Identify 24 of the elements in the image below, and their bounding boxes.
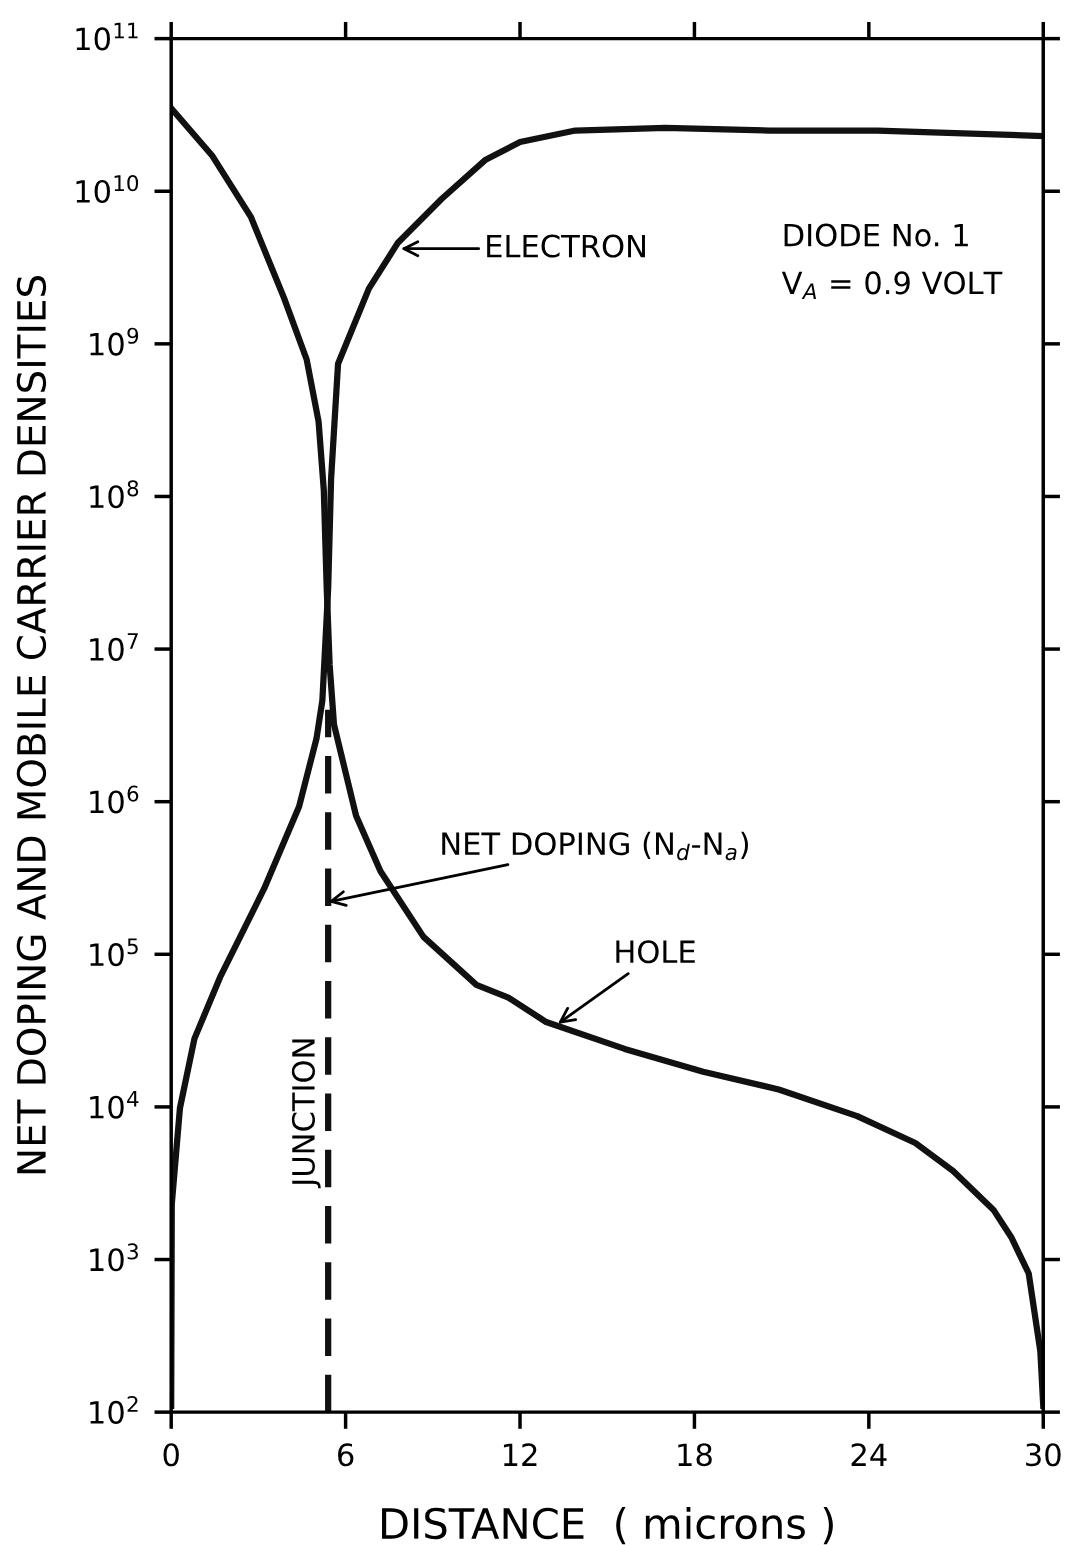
y-tick-label: 10$^{8}$ [90,480,139,509]
y-tick-label: 10$^{6}$ [90,785,139,814]
x-tick-label: 24 [851,1443,887,1466]
y-tick-label: 10$^{10}$ [76,175,139,204]
x-tick-label: 0 [163,1443,179,1467]
y-tick-label: 10$^{2}$ [90,1395,138,1424]
y-tick-label: 10$^{7}$ [90,633,138,661]
x-tick-label: 30 [1026,1443,1061,1467]
y-tick-label: 10$^{9}$ [90,327,139,356]
annotation: ELECTRON [487,234,645,258]
x-axis-title: DISTANCE ( microns ) [382,1506,833,1545]
annotation: DIODE No. 1 [784,223,968,247]
annotation: JUNCTION [291,1039,321,1189]
x-tick-label: 6 [338,1443,354,1467]
y-tick-label: 10$^{4}$ [90,1091,139,1119]
annotation: V$_{A}$ = 0.9 VOLT [781,271,1003,300]
y-axis-title: NET DOPING AND MOBILE CARRIER DENSITIES [16,275,47,1174]
y-tick-label: 10$^{3}$ [90,1243,138,1272]
x-tick-label: 18 [678,1443,712,1467]
annotation: NET DOPING (N$_{d}$-N$_{a}$) [442,831,748,861]
annotation: HOLE [616,940,695,964]
y-tick-label: 10$^{5}$ [90,938,138,967]
x-tick-label: 12 [503,1443,537,1466]
y-tick-label: 10$^{11}$ [76,22,138,51]
